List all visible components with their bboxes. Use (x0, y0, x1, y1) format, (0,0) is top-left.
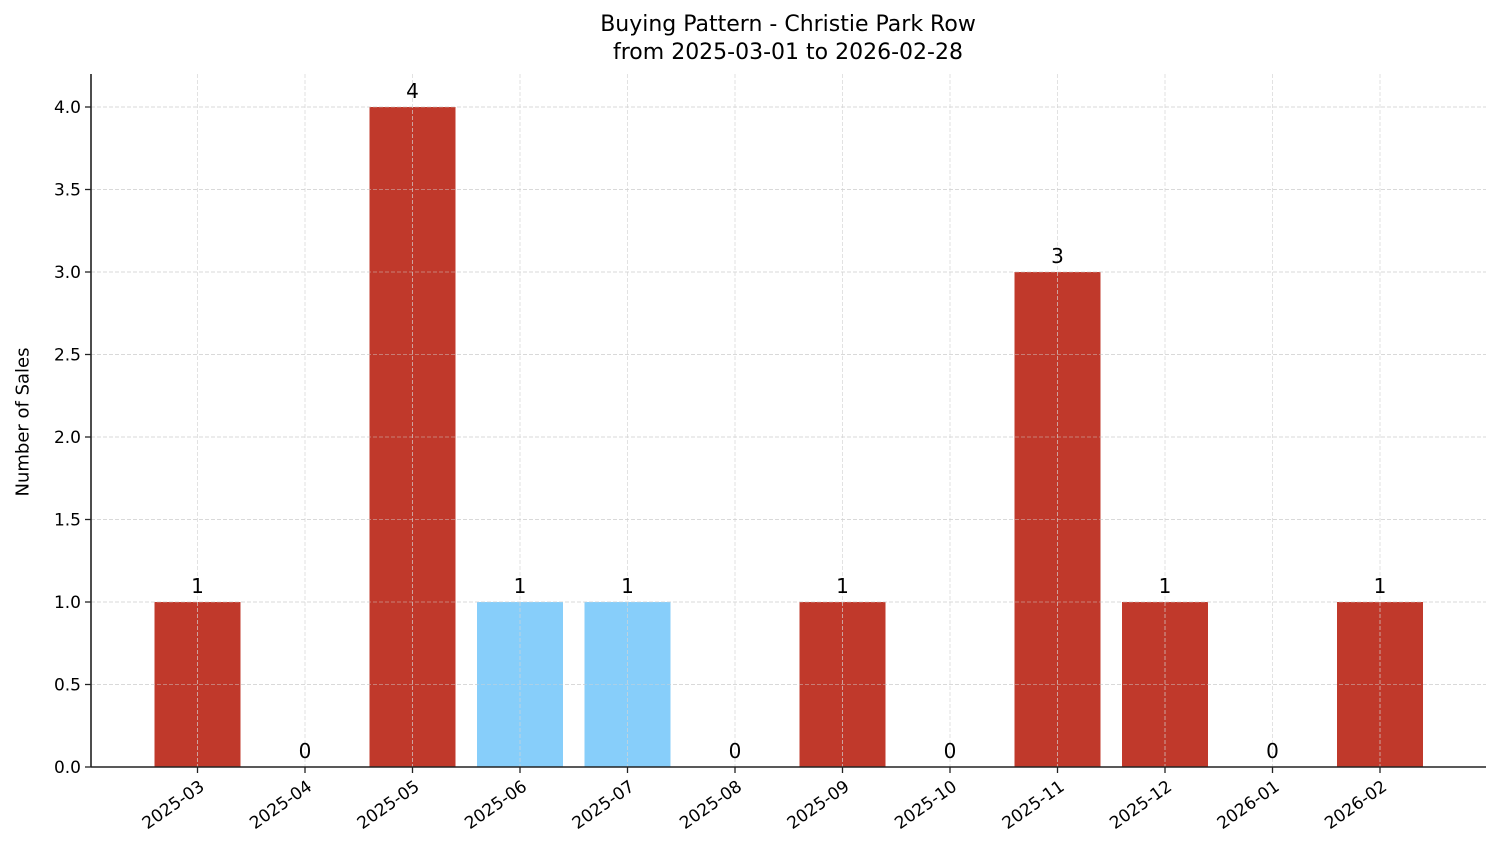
data-label: 3 (1051, 244, 1064, 268)
chart-title: Buying Pattern - Christie Park Row (600, 12, 976, 37)
x-tick-label: 2025-06 (461, 777, 531, 834)
data-label: 0 (299, 739, 312, 763)
data-label: 1 (836, 574, 849, 598)
y-tick-label: 2.0 (54, 428, 81, 448)
data-label: 1 (514, 574, 527, 598)
data-label: 1 (1374, 574, 1387, 598)
y-tick-label: 3.0 (54, 263, 81, 283)
x-tick-label: 2026-02 (1321, 777, 1391, 834)
x-tick-label: 2025-11 (999, 777, 1069, 834)
x-tick-label: 2026-01 (1214, 777, 1284, 834)
y-tick-label: 0.0 (54, 758, 81, 778)
data-label: 1 (191, 574, 204, 598)
grid-lines (91, 106, 1486, 685)
x-tick-label: 2025-04 (246, 777, 316, 834)
data-label: 4 (406, 79, 419, 103)
chart-subtitle: from 2025-03-01 to 2026-02-28 (613, 40, 963, 65)
axes: 0.0 0.5 1.0 1.5 2.0 2.5 3.0 3.5 4.0 2025-03 2025-0… (54, 74, 1486, 834)
y-tick-label: 2.5 (54, 346, 81, 366)
x-tick-label: 2025-12 (1106, 777, 1176, 834)
y-tick-label: 1.5 (54, 511, 81, 531)
y-tick-label: 4.0 (54, 98, 81, 118)
x-tick-label: 2025-03 (139, 777, 209, 834)
y-tick-label: 1.0 (54, 593, 81, 613)
vertical-grid-lines (91, 74, 1486, 767)
x-tick-label: 2025-05 (354, 777, 424, 834)
x-tick-label: 2025-08 (676, 777, 746, 834)
y-tick-label: 3.5 (54, 181, 81, 201)
data-label: 1 (621, 574, 634, 598)
x-tick-label: 2025-10 (891, 777, 961, 834)
x-tick-label: 2025-09 (784, 777, 854, 834)
data-label: 1 (1159, 574, 1172, 598)
data-labels: 1 0 4 1 1 0 1 0 3 1 0 1 (191, 79, 1386, 763)
y-tick-label: 0.5 (54, 676, 81, 696)
data-label: 0 (1266, 739, 1279, 763)
data-label: 0 (729, 739, 742, 763)
data-label: 0 (944, 739, 957, 763)
x-tick-label: 2025-07 (569, 777, 639, 834)
